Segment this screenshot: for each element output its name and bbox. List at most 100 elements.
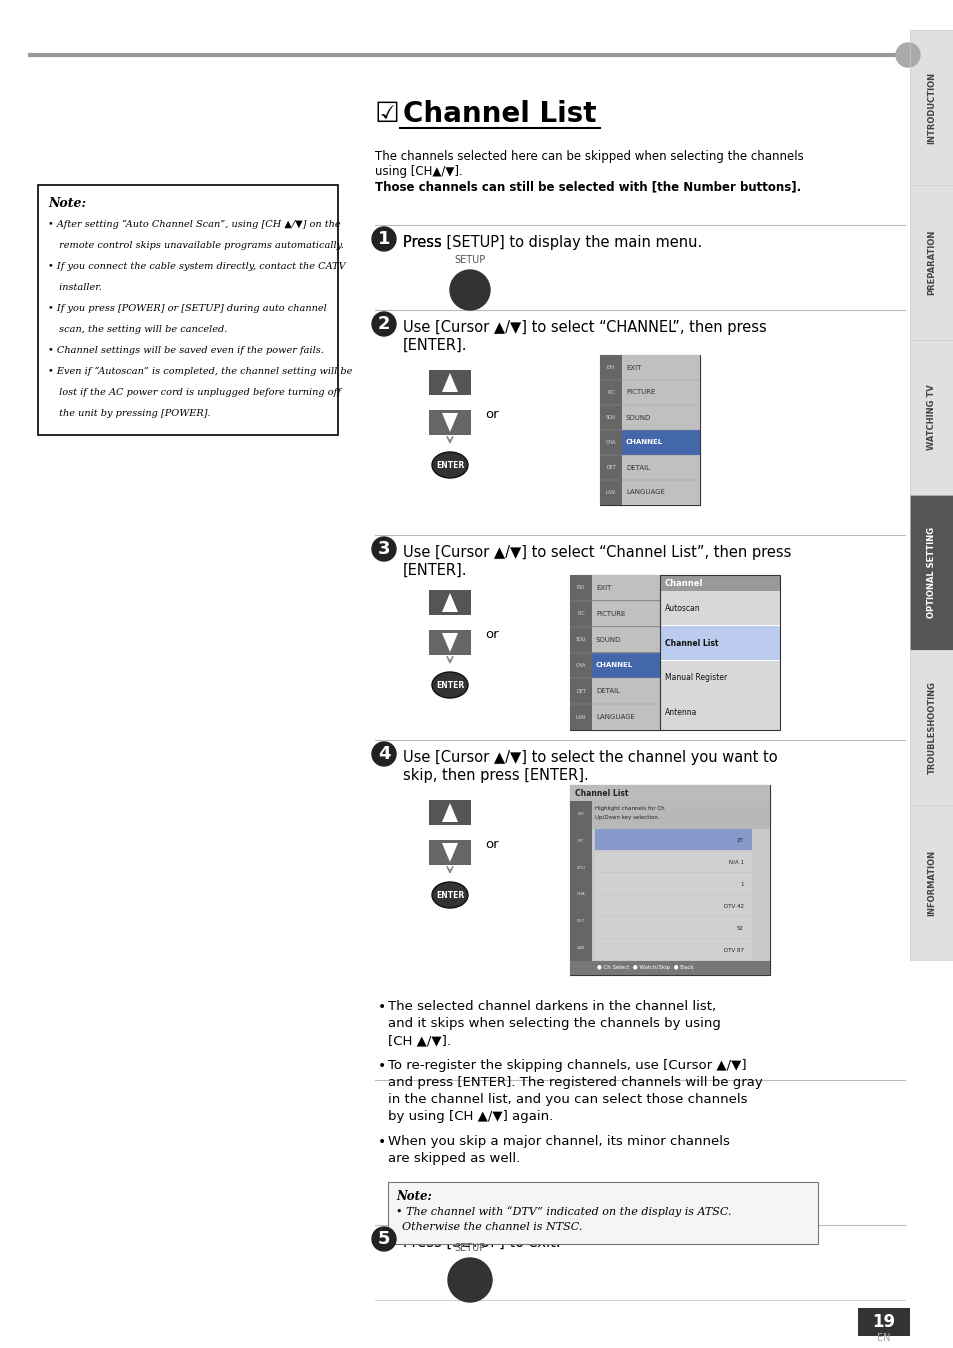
Bar [621, 480, 700, 504]
Ellipse shape [432, 452, 468, 479]
Bar [569, 601, 592, 627]
Bar [569, 828, 592, 855]
Text: ENTER: ENTER [436, 461, 464, 469]
Bar [569, 785, 769, 975]
Text: DTV 42: DTV 42 [723, 903, 743, 909]
Text: CHA: CHA [576, 892, 585, 896]
Text: TROUBLESHOOTING: TROUBLESHOOTING [926, 681, 936, 774]
Bar [599, 480, 621, 506]
Text: CHA: CHA [605, 439, 616, 445]
Bar [909, 650, 953, 805]
Text: SOU: SOU [576, 638, 585, 642]
Text: LANGUAGE: LANGUAGE [625, 489, 664, 496]
Bar [569, 652, 592, 678]
Text: Those channels can still be selected with [the Number buttons].: Those channels can still be selected wit… [375, 181, 801, 193]
Circle shape [372, 1227, 395, 1251]
Text: by using [CH ▲/▼] again.: by using [CH ▲/▼] again. [388, 1109, 553, 1123]
Bar [659, 625, 780, 661]
Text: Autoscan: Autoscan [664, 604, 700, 613]
Bar [621, 404, 700, 430]
Bar [429, 369, 471, 395]
Text: installer.: installer. [56, 283, 102, 293]
Text: When you skip a major channel, its minor channels: When you skip a major channel, its minor… [388, 1135, 729, 1148]
Text: Up/Down key selection.: Up/Down key selection. [595, 816, 659, 820]
Text: CHA: CHA [576, 663, 586, 667]
Text: LAN: LAN [605, 491, 616, 495]
Text: 52: 52 [737, 926, 743, 930]
Bar [592, 704, 659, 729]
Bar [569, 704, 592, 731]
Bar [569, 801, 592, 828]
Bar [569, 882, 592, 907]
Bar [621, 355, 700, 380]
Text: SOUND: SOUND [625, 414, 651, 421]
Text: INFORMATION: INFORMATION [926, 849, 936, 915]
Polygon shape [441, 842, 457, 861]
Bar [909, 185, 953, 340]
Bar [592, 601, 659, 627]
Text: Channel List: Channel List [575, 789, 628, 798]
Text: PICTURE: PICTURE [596, 611, 625, 617]
Bar [429, 410, 471, 435]
Text: •: • [377, 1135, 386, 1148]
Text: using [CH▲/▼].: using [CH▲/▼]. [375, 164, 462, 178]
Text: The selected channel darkens in the channel list,: The selected channel darkens in the chan… [388, 1000, 716, 1012]
Text: remote control skips unavailable programs automatically.: remote control skips unavailable program… [56, 241, 344, 249]
Text: LAN: LAN [577, 946, 584, 950]
Text: Antenna: Antenna [664, 708, 697, 717]
Circle shape [895, 43, 919, 67]
Bar [909, 805, 953, 960]
Text: DET: DET [577, 919, 584, 923]
Bar [599, 404, 621, 430]
Text: PIC: PIC [606, 390, 615, 395]
Text: PREPARATION: PREPARATION [926, 229, 936, 295]
Bar [388, 1182, 817, 1244]
Text: 27: 27 [737, 837, 743, 842]
Bar [429, 840, 471, 865]
Bar [569, 576, 592, 601]
Bar [569, 855, 592, 882]
Text: OPTIONAL SETTING: OPTIONAL SETTING [926, 527, 936, 619]
Bar [595, 895, 751, 917]
Text: [ENTER].: [ENTER]. [402, 563, 467, 578]
Text: Otherwise the channel is NTSC.: Otherwise the channel is NTSC. [401, 1223, 581, 1232]
Polygon shape [441, 593, 457, 612]
Text: DETAIL: DETAIL [625, 465, 649, 470]
Bar [569, 907, 592, 934]
Text: and it skips when selecting the channels by using: and it skips when selecting the channels… [388, 1016, 720, 1030]
Text: EXIT: EXIT [596, 585, 611, 590]
Bar [595, 829, 751, 851]
Bar [659, 661, 780, 694]
Bar [659, 576, 780, 590]
Text: DETAIL: DETAIL [596, 689, 619, 694]
Polygon shape [441, 634, 457, 652]
Text: 19: 19 [872, 1313, 895, 1330]
Bar [599, 355, 621, 380]
Bar [909, 30, 953, 185]
Bar [38, 185, 337, 435]
Text: • If you press [POWER] or [SETUP] during auto channel: • If you press [POWER] or [SETUP] during… [48, 305, 327, 313]
Bar [621, 430, 700, 454]
Bar [659, 696, 780, 729]
Text: EXI: EXI [578, 813, 583, 817]
Text: skip, then press [ENTER].: skip, then press [ENTER]. [402, 768, 588, 783]
Text: PIC: PIC [578, 838, 583, 842]
Text: the unit by pressing [POWER].: the unit by pressing [POWER]. [56, 408, 211, 418]
Bar [595, 917, 751, 938]
Text: 2: 2 [377, 315, 390, 333]
Bar [592, 801, 769, 829]
Text: Use [Cursor ▲/▼] to select the channel you want to: Use [Cursor ▲/▼] to select the channel y… [402, 749, 777, 766]
Bar [599, 380, 621, 404]
Text: ☑: ☑ [375, 100, 399, 128]
Text: Note:: Note: [395, 1190, 432, 1202]
Text: Use [Cursor ▲/▼] to select “CHANNEL”, then press: Use [Cursor ▲/▼] to select “CHANNEL”, th… [402, 319, 766, 336]
Text: Manual Register: Manual Register [664, 674, 726, 682]
Text: EN: EN [877, 1333, 890, 1343]
Text: To re-register the skipping channels, use [Cursor ▲/▼]: To re-register the skipping channels, us… [388, 1060, 746, 1072]
Polygon shape [441, 373, 457, 392]
Bar [599, 456, 621, 480]
Text: and press [ENTER]. The registered channels will be gray: and press [ENTER]. The registered channe… [388, 1076, 762, 1089]
Text: • After setting “Auto Channel Scan”, using [CH ▲/▼] on the: • After setting “Auto Channel Scan”, usi… [48, 220, 340, 229]
Ellipse shape [432, 882, 468, 909]
Bar [909, 340, 953, 495]
